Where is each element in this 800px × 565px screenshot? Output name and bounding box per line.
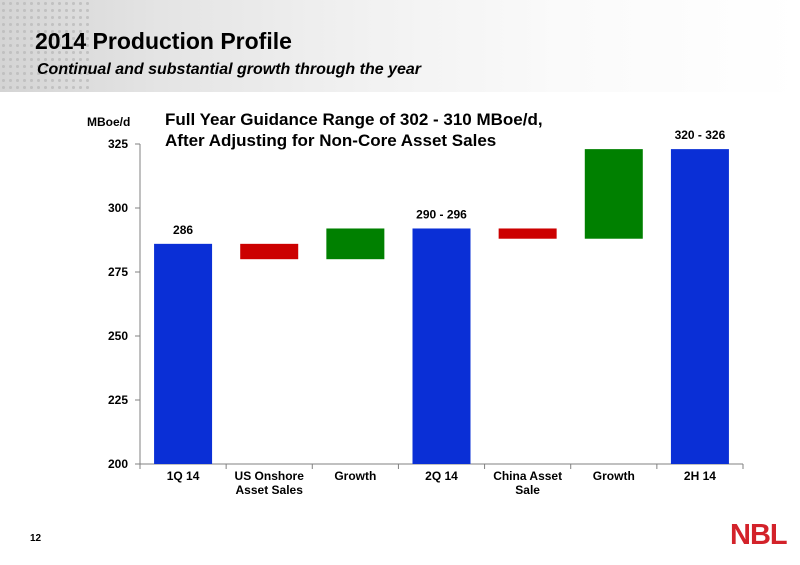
data-label: 320 - 326 (675, 128, 726, 142)
bar-layer (154, 149, 729, 464)
bar-total (670, 149, 729, 464)
label-layer: Full Year Guidance Range of 302 - 310 MB… (165, 110, 726, 497)
header-band (0, 0, 800, 92)
x-tick-label: 1Q 14 (167, 469, 200, 483)
y-tick-label: 200 (108, 457, 128, 471)
y-tick-label: 250 (108, 329, 128, 343)
x-tick-label: 2Q 14 (425, 469, 458, 483)
bar-increase (584, 149, 643, 239)
x-tick-label: Growth (593, 469, 635, 483)
bar-decrease (498, 228, 557, 239)
y-tick-label: 325 (108, 137, 128, 151)
x-tick-label: Growth (334, 469, 376, 483)
y-tick-label: 225 (108, 393, 128, 407)
nbl-logo: NBL (730, 519, 788, 553)
data-label: 286 (173, 223, 193, 237)
x-tick-label: US Onshore (235, 469, 305, 483)
guidance-annotation: After Adjusting for Non-Core Asset Sales (165, 131, 496, 150)
bar-decrease (240, 243, 299, 260)
x-tick-label: Sale (515, 483, 540, 497)
page-title: 2014 Production Profile (35, 28, 292, 54)
y-tick-label: 300 (108, 201, 128, 215)
header-dot-pattern (0, 0, 90, 92)
bar-total (154, 243, 213, 464)
x-tick-label: Asset Sales (236, 483, 304, 497)
page-subtitle: Continual and substantial growth through… (37, 61, 422, 78)
x-tick-label: China Asset (493, 469, 562, 483)
bar-increase (326, 228, 385, 260)
x-tick-label: 2H 14 (684, 469, 716, 483)
logo-text: NBL (730, 519, 788, 551)
y-tick-label: 275 (108, 265, 128, 279)
page-number: 12 (30, 533, 42, 544)
axis-layer: 200 225 250 275 300 325 MBoe/d (87, 115, 744, 471)
y-axis-label: MBoe/d (87, 115, 130, 129)
bar-total (412, 228, 471, 464)
guidance-annotation: Full Year Guidance Range of 302 - 310 MB… (165, 110, 543, 129)
data-label: 290 - 296 (416, 207, 467, 221)
